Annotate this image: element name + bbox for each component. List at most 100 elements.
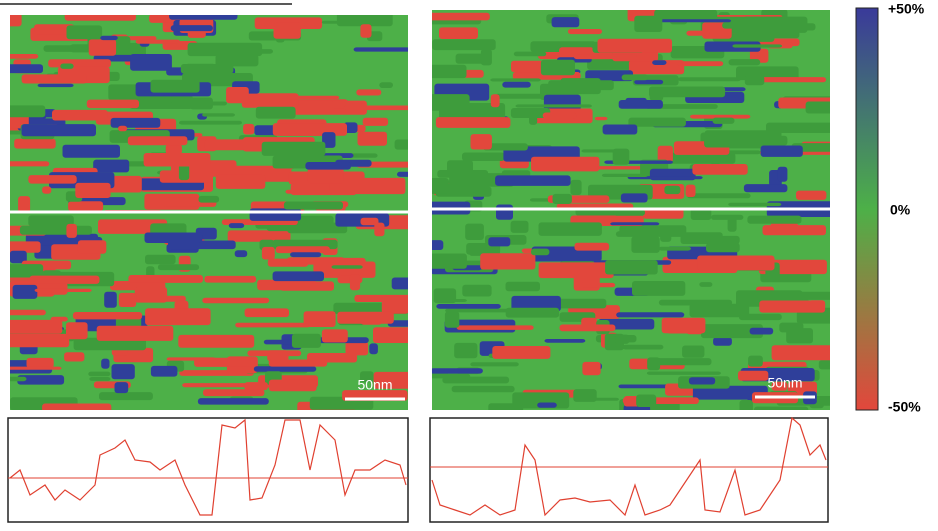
map-texture xyxy=(632,281,685,296)
map-texture xyxy=(88,372,110,377)
scale-bar-label: 50nm xyxy=(767,375,802,391)
map-texture xyxy=(745,76,765,86)
map-texture xyxy=(662,318,706,334)
map-texture xyxy=(75,183,110,198)
map-texture xyxy=(93,160,129,173)
map-texture xyxy=(686,31,709,36)
map-texture xyxy=(465,224,484,240)
map-texture xyxy=(28,175,76,184)
map-texture xyxy=(28,215,74,226)
map-texture xyxy=(14,139,56,149)
map-texture xyxy=(97,326,174,341)
map-texture xyxy=(379,82,393,88)
map-texture xyxy=(20,226,92,235)
map-texture xyxy=(13,285,38,299)
map-texture xyxy=(0,264,43,277)
map-texture xyxy=(488,237,510,246)
map-texture xyxy=(699,282,712,287)
map-texture xyxy=(640,164,651,169)
map-texture xyxy=(273,271,324,281)
map-texture xyxy=(73,312,142,319)
map-texture xyxy=(531,157,599,172)
map-texture xyxy=(128,275,203,283)
colorbar xyxy=(856,8,878,410)
map-texture xyxy=(119,293,136,307)
map-texture xyxy=(796,191,826,200)
map-texture xyxy=(199,196,220,203)
map-texture xyxy=(0,310,46,315)
map-texture xyxy=(229,223,244,228)
map-texture xyxy=(541,60,575,76)
map-texture xyxy=(613,149,630,165)
map-texture xyxy=(636,395,656,408)
colorbar-label: +50% xyxy=(888,1,925,17)
map-texture xyxy=(422,13,490,21)
map-texture xyxy=(39,282,67,294)
map-texture xyxy=(778,167,788,182)
map-texture xyxy=(158,264,199,270)
map-texture xyxy=(687,193,751,198)
map-texture xyxy=(145,308,211,325)
map-texture xyxy=(471,134,492,149)
map-texture xyxy=(216,175,265,189)
map-texture xyxy=(430,368,483,373)
map-texture xyxy=(128,136,188,145)
map-texture xyxy=(511,221,529,233)
map-texture xyxy=(496,205,513,220)
map-texture xyxy=(118,126,127,132)
map-texture xyxy=(580,283,615,287)
map-texture xyxy=(0,320,62,334)
map-texture xyxy=(740,400,753,414)
map-texture xyxy=(344,106,411,111)
map-texture xyxy=(495,175,570,186)
map-texture xyxy=(167,357,216,360)
map-texture xyxy=(397,172,413,177)
map-texture xyxy=(543,113,577,119)
map-texture xyxy=(363,118,388,126)
map-texture xyxy=(634,16,662,32)
map-texture xyxy=(595,117,608,120)
map-texture xyxy=(360,24,371,38)
map-texture xyxy=(356,89,381,95)
map-texture xyxy=(759,301,825,313)
map-texture xyxy=(273,123,347,136)
map-texture xyxy=(382,297,409,314)
map-texture xyxy=(634,80,663,84)
map-texture xyxy=(593,398,619,401)
map-texture xyxy=(307,353,357,363)
map-texture xyxy=(603,125,638,135)
map-texture xyxy=(754,407,808,414)
map-texture xyxy=(713,118,735,124)
map-texture xyxy=(539,262,614,278)
map-texture xyxy=(202,113,235,116)
map-texture xyxy=(436,304,501,309)
map-texture xyxy=(373,327,439,343)
map-texture xyxy=(539,222,602,236)
map-texture xyxy=(87,100,139,109)
map-texture xyxy=(454,343,477,358)
map-texture xyxy=(398,94,470,111)
map-texture xyxy=(616,312,684,317)
map-texture xyxy=(481,49,492,65)
page: {"colorbar": {"top_label": "+50%", "midd… xyxy=(0,0,938,526)
colorbar-label: 0% xyxy=(890,202,911,218)
map-texture xyxy=(623,397,699,404)
map-texture xyxy=(553,194,572,204)
map-texture xyxy=(35,289,92,292)
map-texture xyxy=(235,250,248,257)
map-texture xyxy=(308,167,344,183)
map-texture xyxy=(264,340,295,345)
map-texture xyxy=(728,203,781,206)
map-texture xyxy=(287,96,340,100)
map-texture xyxy=(250,208,302,221)
figure: 50nm 50nm +50% 0% -50% xyxy=(0,0,938,526)
map-texture xyxy=(0,377,27,382)
map-texture xyxy=(244,382,268,390)
map-texture xyxy=(204,276,256,283)
map-texture xyxy=(619,100,663,109)
map-texture xyxy=(686,185,696,197)
map-texture xyxy=(274,22,301,39)
map-texture xyxy=(22,74,87,83)
map-texture xyxy=(457,325,534,330)
map-texture xyxy=(354,47,411,51)
